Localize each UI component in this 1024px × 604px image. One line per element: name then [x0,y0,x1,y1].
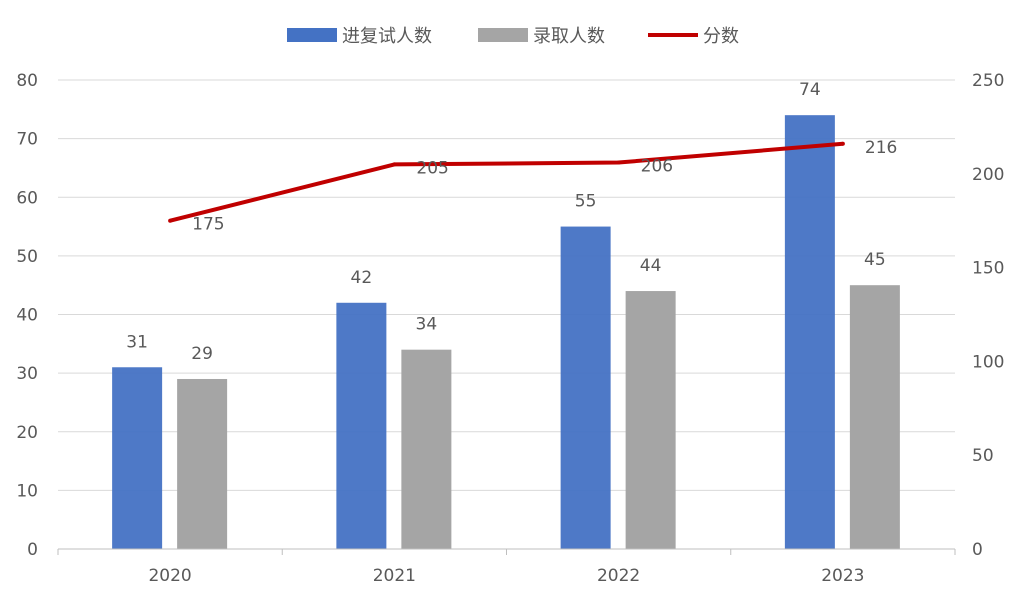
legend-label: 录取人数 [533,26,605,47]
line-layer [168,141,845,223]
y-tick-label-left: 80 [16,71,38,91]
line-data-label: 216 [865,138,897,158]
legend-swatch [287,28,337,42]
y-tick-label-left: 50 [16,247,38,267]
bar-data-label: 55 [575,192,597,212]
y-tick-label-left: 20 [16,423,38,443]
bar-invited-2023 [784,115,835,550]
y-tick-label-left: 40 [16,306,38,326]
bar-invited-2021 [336,302,387,549]
y-tick-label-right: 0 [972,540,983,560]
line-score-point [840,141,845,146]
bar-data-label: 45 [864,250,886,270]
legend-item: 分数 [648,26,739,47]
bar-data-label: 74 [799,80,821,100]
y-tick-label-left: 0 [27,540,38,560]
labels-layer: 31 42 55 74 29 34 44 45 175 205 206 216 [126,80,897,364]
x-tick-label: 2023 [821,566,864,586]
legend-label: 进复试人数 [342,26,432,47]
bar-admitted-2023 [849,285,900,549]
legend-swatch [478,28,528,42]
axes-layer: 0 10 20 30 40 50 60 70 80 0 50 100 150 200 250 2020 2021… [16,71,1004,586]
line-score [169,141,844,223]
y-tick-label-right: 50 [972,446,994,466]
bar-data-label: 29 [191,344,213,364]
line-data-label: 206 [641,157,673,177]
legend-item: 进复试人数 [287,26,432,47]
bar-admitted-2022 [625,291,676,549]
y-tick-label-left: 30 [16,364,38,384]
y-tick-label-right: 100 [972,352,1004,372]
y-tick-label-right: 150 [972,259,1004,279]
x-tick-label: 2022 [597,566,640,586]
legend-label: 分数 [703,26,739,47]
bar-data-label: 44 [640,256,662,276]
y-tick-label-left: 10 [16,481,38,501]
line-score-point [168,218,173,223]
legend: 进复试人数 录取人数 分数 [287,26,739,47]
x-tick-label: 2021 [373,566,416,586]
bar-data-label: 31 [126,332,148,352]
y-tick-label-right: 200 [972,165,1004,185]
y-tick-label-left: 60 [16,188,38,208]
bar-admitted-2020 [177,378,228,549]
line-score-point [392,162,397,167]
bar-data-label: 42 [351,268,373,288]
y-tick-label-right: 250 [972,71,1004,91]
x-tick-label: 2020 [148,566,191,586]
bar-invited-2020 [112,367,163,549]
line-data-label: 205 [416,158,448,178]
bar-invited-2022 [560,226,611,549]
legend-item: 录取人数 [478,26,605,47]
bar-data-label: 34 [416,315,438,335]
line-score-point [616,160,621,165]
bar-admitted-2021 [401,349,452,549]
line-data-label: 175 [192,215,224,235]
bars-layer [112,115,900,550]
y-tick-label-left: 70 [16,130,38,150]
